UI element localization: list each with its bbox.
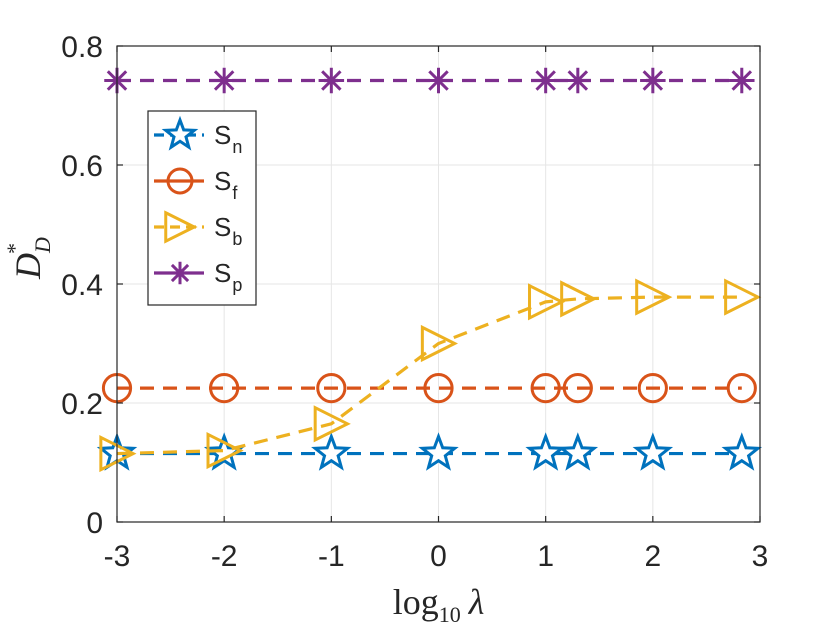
y-axis-label-sup: * <box>2 244 27 255</box>
marker-star-n <box>525 432 566 471</box>
marker-asterisk-p <box>640 67 666 94</box>
asterisk-stroke <box>321 70 342 91</box>
marker-asterisk-legend-p <box>168 261 192 285</box>
asterisk-stroke <box>731 70 753 91</box>
marker-circle-f <box>637 373 668 404</box>
y-axis-label: D* D <box>2 237 55 280</box>
legend-label-main: S <box>214 166 231 196</box>
asterisk-stroke <box>535 70 556 91</box>
marker-triangle-b <box>560 280 598 318</box>
series-f <box>101 373 757 404</box>
legend-label-p: Sp <box>214 258 242 295</box>
marker-star-legend-n <box>161 115 199 151</box>
marker-asterisk-p <box>729 67 755 94</box>
x-tick-label: -2 <box>211 540 238 573</box>
y-tick-labels: 0 0.2 0.4 0.6 0.8 <box>61 31 103 540</box>
y-tick-label: 0.8 <box>61 31 103 64</box>
marker-asterisk-p <box>532 67 559 94</box>
x-tick-label: -3 <box>104 540 131 573</box>
marker-asterisk-p <box>318 67 345 94</box>
marker-triangle-b <box>420 324 459 363</box>
asterisk-stroke <box>428 70 449 91</box>
marker-triangle-b <box>206 432 244 470</box>
marker-star-n <box>632 432 674 471</box>
marker-circle-f <box>316 373 347 404</box>
asterisk-stroke <box>567 70 589 91</box>
legend-label-sub: b <box>232 229 242 249</box>
x-tick-label: 3 <box>752 540 769 573</box>
y-tick-label: 0.2 <box>61 388 103 421</box>
marker-circle-legend-f <box>166 167 194 195</box>
x-axis-label: log10 λ <box>393 582 485 627</box>
marker-triangle-b <box>724 278 762 316</box>
marker-circle-f <box>423 373 454 404</box>
y-tick-label: 0 <box>86 507 103 540</box>
marker-circle-f <box>726 373 757 404</box>
legend-label-b: Sb <box>214 212 242 249</box>
marker-circle-f <box>530 373 561 404</box>
x-axis-label-base: log <box>393 582 439 622</box>
marker-star-n <box>311 432 352 471</box>
legend-label-main: S <box>214 258 231 288</box>
asterisk-stroke <box>170 263 190 283</box>
marker-triangle-b <box>528 283 566 321</box>
marker-star-n <box>721 432 763 471</box>
y-axis-label-base: D <box>8 253 48 280</box>
legend-item-n: Sn <box>154 115 242 157</box>
x-tick-labels: -3 -2 -1 0 1 2 3 <box>104 540 769 573</box>
y-tick-label: 0.6 <box>61 150 103 183</box>
x-tick-label: -1 <box>318 540 345 573</box>
marker-circle-f <box>562 373 593 404</box>
legend-item-p: Sp <box>154 258 242 295</box>
y-axis-label-sub: D <box>30 237 55 254</box>
x-tick-label: 0 <box>430 540 447 573</box>
marker-circle-f <box>209 373 240 404</box>
marker-star-n <box>557 432 599 471</box>
legend-label-n: Sn <box>214 120 242 157</box>
series-b <box>99 278 762 473</box>
legend-label-sub: p <box>232 275 242 295</box>
legend-label-main: S <box>214 212 231 242</box>
series-line-b <box>116 295 742 456</box>
x-tick-label: 1 <box>537 540 554 573</box>
x-axis-label-symbol: λ <box>468 582 485 622</box>
marker-star-n <box>418 432 459 471</box>
legend-label-main: S <box>214 120 231 150</box>
legend-label-sub: f <box>232 183 238 203</box>
marker-asterisk-p <box>425 67 452 94</box>
asterisk-stroke <box>213 70 235 91</box>
y-tick-label: 0.4 <box>61 269 103 302</box>
marker-triangle-b <box>313 405 351 443</box>
marker-triangle-legend-b <box>164 210 198 244</box>
marker-asterisk-p <box>565 67 591 94</box>
legend-label-f: Sf <box>214 166 238 203</box>
x-axis-label-sub: 10 <box>439 602 461 627</box>
legend-item-b: Sb <box>154 210 242 249</box>
marker-asterisk-p <box>211 67 237 94</box>
tick-marks <box>116 45 761 523</box>
legend-item-f: Sf <box>154 166 238 203</box>
x-tick-label: 2 <box>644 540 661 573</box>
marker-triangle-b <box>635 278 673 316</box>
legend-label-sub: n <box>232 137 242 157</box>
asterisk-stroke <box>642 70 664 91</box>
svg-text:D*D: D* D <box>2 237 55 280</box>
